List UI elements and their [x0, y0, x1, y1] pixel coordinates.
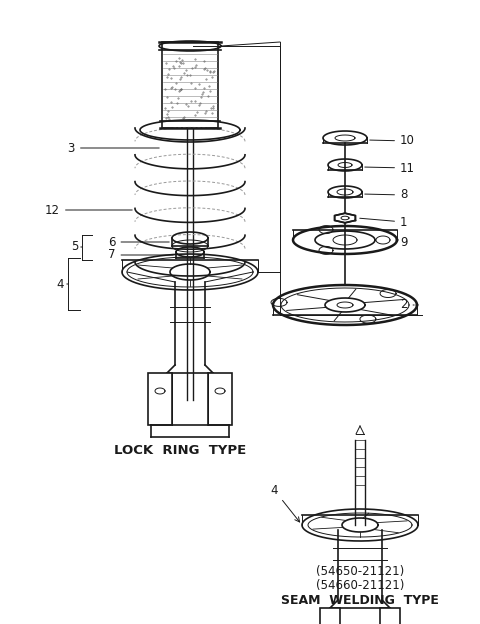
Text: 10: 10 — [370, 135, 415, 147]
Bar — [148, 373, 172, 425]
Text: 1: 1 — [360, 215, 408, 228]
Text: SEAM  WELDING  TYPE: SEAM WELDING TYPE — [281, 593, 439, 607]
Text: 12: 12 — [45, 203, 132, 217]
Text: 9: 9 — [397, 236, 408, 250]
Text: 4: 4 — [271, 484, 300, 522]
Bar — [320, 608, 340, 624]
Text: 8: 8 — [365, 188, 408, 202]
Bar — [208, 373, 232, 425]
Text: 11: 11 — [365, 162, 415, 175]
Text: (54660-21121): (54660-21121) — [316, 580, 404, 593]
Text: 4: 4 — [57, 278, 68, 291]
Text: LOCK  RING  TYPE: LOCK RING TYPE — [114, 444, 246, 457]
Polygon shape — [335, 213, 355, 223]
Text: 6: 6 — [108, 235, 169, 248]
Bar — [162, 42, 218, 128]
Text: (54650-21121): (54650-21121) — [316, 565, 404, 578]
Text: 2: 2 — [400, 298, 414, 311]
Text: 3: 3 — [68, 142, 159, 155]
Bar — [380, 608, 400, 624]
Text: 5: 5 — [71, 240, 82, 253]
Text: 7: 7 — [108, 248, 173, 261]
